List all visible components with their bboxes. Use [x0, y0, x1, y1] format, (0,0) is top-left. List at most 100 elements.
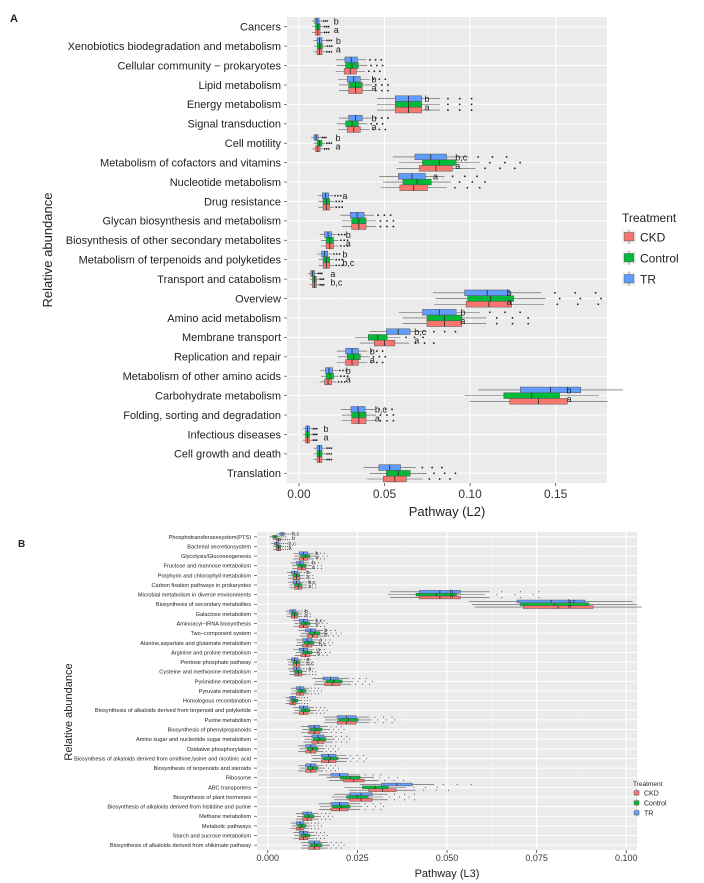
- outlier-point: [325, 31, 328, 34]
- outlier-point: [332, 253, 335, 255]
- significance-letter: b: [324, 424, 329, 434]
- outlier-point: [470, 784, 472, 786]
- outlier-point: [374, 58, 377, 61]
- outlier-point: [306, 577, 308, 579]
- outlier-point: [320, 283, 323, 286]
- outlier-point: [519, 591, 521, 593]
- outlier-point: [328, 142, 331, 145]
- outlier-point: [451, 175, 454, 178]
- outlier-point: [378, 128, 381, 131]
- outlier-point: [380, 89, 383, 92]
- outlier-point: [380, 58, 383, 61]
- outlier-point: [397, 777, 399, 779]
- outlier-point: [313, 690, 315, 692]
- outlier-point: [458, 109, 461, 111]
- outlier-point: [306, 610, 308, 612]
- category-label: Pentose phosphate pathway: [180, 660, 251, 666]
- significance-letter: a: [308, 667, 312, 673]
- outlier-point: [320, 565, 322, 567]
- outlier-point: [286, 548, 288, 550]
- outlier-point: [330, 841, 332, 843]
- outlier-point: [538, 596, 540, 598]
- significance-letter: b: [336, 133, 341, 143]
- outlier-point: [303, 613, 305, 615]
- significance-letter: a: [342, 191, 347, 201]
- outlier-point: [484, 167, 487, 170]
- outlier-point: [337, 381, 340, 383]
- outlier-point: [392, 414, 395, 416]
- outlier-point: [335, 735, 337, 737]
- outlier-point: [484, 181, 486, 183]
- outlier-point: [288, 548, 290, 550]
- outlier-point: [343, 233, 346, 236]
- outlier-point: [471, 181, 474, 183]
- outlier-point: [341, 200, 344, 203]
- outlier-point: [286, 545, 288, 547]
- outlier-point: [337, 767, 339, 769]
- outlier-point: [335, 632, 337, 634]
- outlier-point: [594, 291, 597, 294]
- outlier-point: [319, 272, 322, 275]
- outlier-point: [499, 167, 501, 170]
- outlier-point: [371, 680, 373, 682]
- significance-letter: a: [305, 613, 309, 619]
- outlier-point: [372, 803, 374, 805]
- outlier-point: [335, 629, 337, 631]
- outlier-point: [470, 109, 473, 111]
- outlier-point: [554, 291, 556, 294]
- outlier-point: [337, 738, 339, 740]
- outlier-point: [361, 683, 363, 685]
- outlier-point: [315, 427, 318, 430]
- category-label: Carbon fixation pathways in prokaryotes: [152, 583, 252, 589]
- outlier-point: [576, 303, 579, 306]
- significance-letter: b,c: [375, 405, 388, 415]
- outlier-point: [388, 777, 390, 779]
- outlier-point: [301, 697, 303, 699]
- outlier-point: [328, 635, 330, 637]
- outlier-point: [318, 687, 320, 689]
- outlier-point: [325, 639, 327, 641]
- outlier-point: [330, 452, 333, 455]
- outlier-point: [335, 258, 338, 261]
- outlier-point: [320, 272, 323, 275]
- outlier-point: [329, 812, 331, 814]
- outlier-point: [364, 803, 366, 805]
- significance-letter: b,c: [308, 580, 316, 586]
- outlier-point: [337, 748, 339, 750]
- outlier-point: [316, 558, 318, 560]
- significance-letter: a: [414, 336, 419, 346]
- outlier-point: [367, 806, 369, 808]
- outlier-point: [449, 478, 451, 480]
- significance-letter: b,c: [289, 541, 297, 547]
- outlier-point: [454, 186, 456, 189]
- outlier-point: [378, 70, 381, 73]
- outlier-point: [600, 297, 602, 300]
- outlier-point: [335, 200, 338, 203]
- outlier-point: [339, 194, 342, 197]
- outlier-point: [352, 757, 354, 759]
- outlier-point: [308, 584, 310, 586]
- outlier-point: [442, 784, 444, 786]
- outlier-point: [389, 214, 392, 217]
- outlier-point: [312, 433, 315, 436]
- outlier-point: [309, 664, 311, 666]
- outlier-point: [335, 731, 337, 733]
- outlier-point: [372, 128, 375, 131]
- outlier-point: [303, 572, 305, 574]
- category-labels-b: Phosphotransferasesystem(PTS) Bacterial s…: [74, 535, 257, 849]
- outlier-point: [346, 735, 348, 737]
- significance-letter: a: [312, 565, 316, 571]
- outlier-point: [381, 122, 384, 125]
- outlier-point: [314, 562, 316, 564]
- outlier-point: [340, 632, 342, 634]
- outlier-point: [558, 297, 561, 300]
- category-label: Folding, sorting and degradation: [123, 410, 281, 422]
- category-label: Biosynthesis of phenylpropanoids: [168, 728, 252, 734]
- category-label: Carbohydrate metabolism: [155, 390, 281, 402]
- outlier-point: [387, 89, 389, 92]
- outlier-point: [447, 97, 449, 100]
- outlier-point: [325, 629, 327, 631]
- outlier-point: [375, 122, 378, 125]
- outlier-point: [325, 136, 327, 139]
